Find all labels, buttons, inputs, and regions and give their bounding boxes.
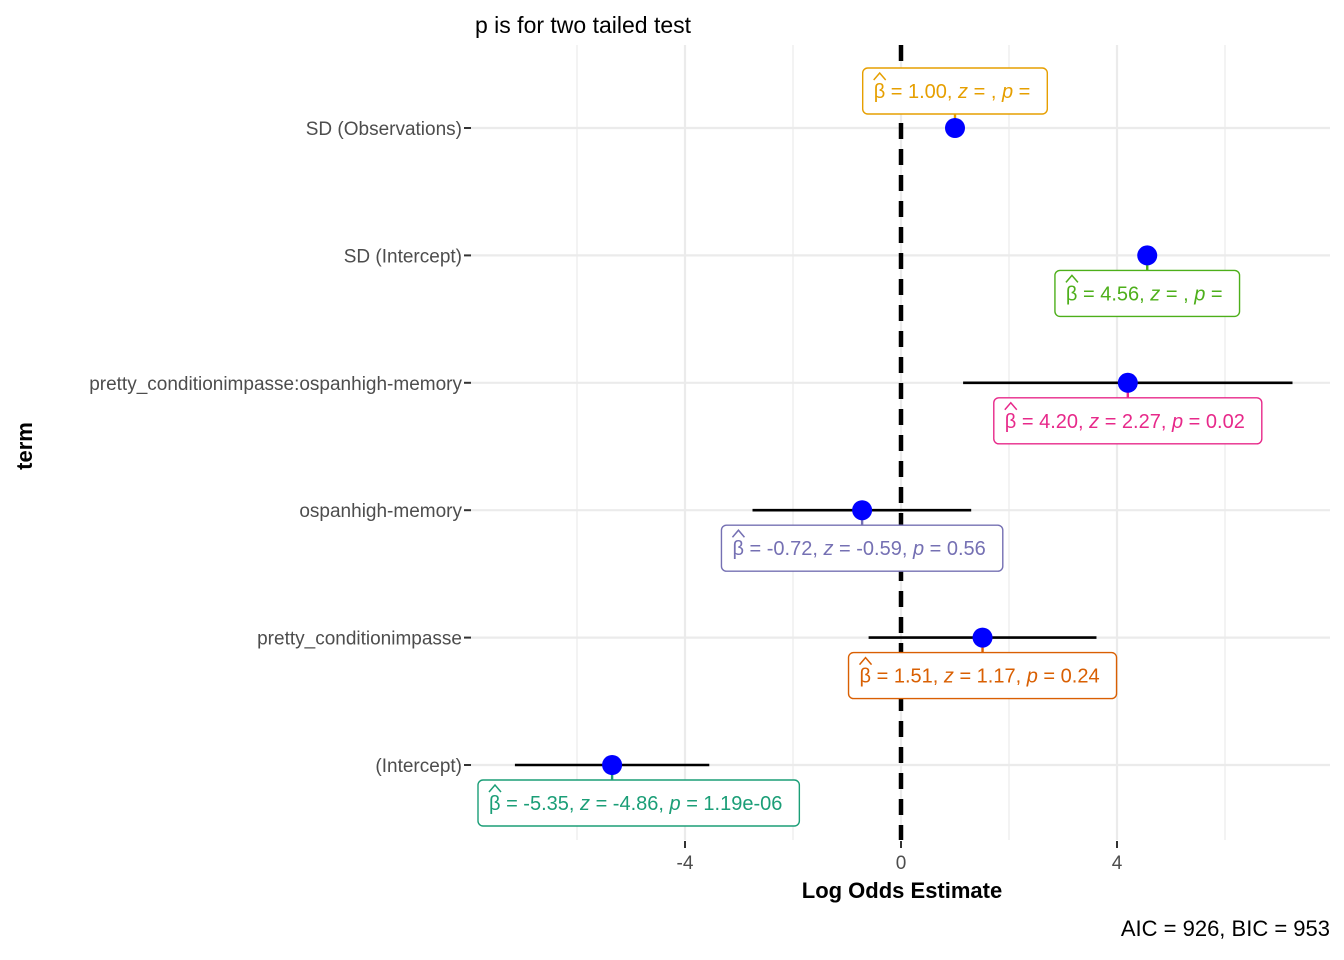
estimate-label-box bbox=[861, 67, 1049, 115]
beta-hat-mark bbox=[731, 529, 746, 538]
estimate-point bbox=[1137, 245, 1158, 266]
y-tick-label: ospanhigh-memory bbox=[299, 501, 462, 522]
y-axis-ticks: SD (Observations) SD (Intercept) pretty_co… bbox=[89, 119, 471, 777]
y-tick-label: SD (Observations) bbox=[306, 119, 462, 140]
estimate-point bbox=[602, 755, 623, 775]
model-fit-caption: AIC = 926, BIC = 953 bbox=[1121, 916, 1330, 941]
estimate-label-box bbox=[847, 651, 1118, 700]
y-tick-label: pretty_conditionimpasse:ospanhigh-memory bbox=[89, 374, 462, 395]
x-axis-title: Log Odds Estimate bbox=[802, 878, 1002, 903]
beta-hat-mark bbox=[488, 783, 502, 793]
x-tick-label: 4 bbox=[1112, 853, 1123, 874]
estimate-label-text: β = 4.56, z = , p = bbox=[1066, 283, 1223, 305]
beta-hat-mark bbox=[1004, 401, 1018, 411]
estimate-label-box bbox=[720, 524, 1004, 572]
x-tick-label: 0 bbox=[896, 853, 907, 874]
estimate-label-text: β = 1.51, z = 1.17, p = 0.24 bbox=[860, 666, 1100, 688]
beta-hat-mark bbox=[858, 656, 873, 666]
beta-hat-mark bbox=[1065, 274, 1079, 283]
chart-title: p is for two tailed test bbox=[475, 12, 692, 38]
y-axis-title: term bbox=[12, 422, 37, 470]
estimate-label-box bbox=[993, 397, 1263, 445]
estimate-label-text: β = 4.20, z = 2.27, p = 0.02 bbox=[1005, 411, 1245, 433]
estimate-point bbox=[945, 118, 965, 138]
estimate-label-box bbox=[477, 779, 801, 827]
y-tick-label: pretty_conditionimpasse bbox=[257, 629, 462, 650]
estimate-point bbox=[1117, 372, 1138, 393]
x-tick-label: -4 bbox=[677, 853, 694, 874]
estimate-point bbox=[852, 500, 873, 521]
estimate-label-text: β = 1.00, z = , p = bbox=[874, 81, 1031, 103]
estimate-label-text: β = -5.35, z = -4.86, p = 1.19e-06 bbox=[489, 793, 782, 815]
x-axis-ticks: -4 0 4 bbox=[677, 841, 1123, 874]
estimate-point bbox=[972, 627, 993, 648]
estimate-label-box bbox=[1054, 269, 1241, 318]
chart-marks: β = 1.00, z = , p = β = 4.56, z = , p = … bbox=[477, 67, 1293, 827]
estimate-label-text: β = -0.72, z = -0.59, p = 0.56 bbox=[732, 538, 985, 560]
y-tick-label: SD (Intercept) bbox=[344, 246, 462, 267]
beta-hat-mark bbox=[873, 71, 887, 81]
y-tick-label: (Intercept) bbox=[375, 756, 462, 777]
